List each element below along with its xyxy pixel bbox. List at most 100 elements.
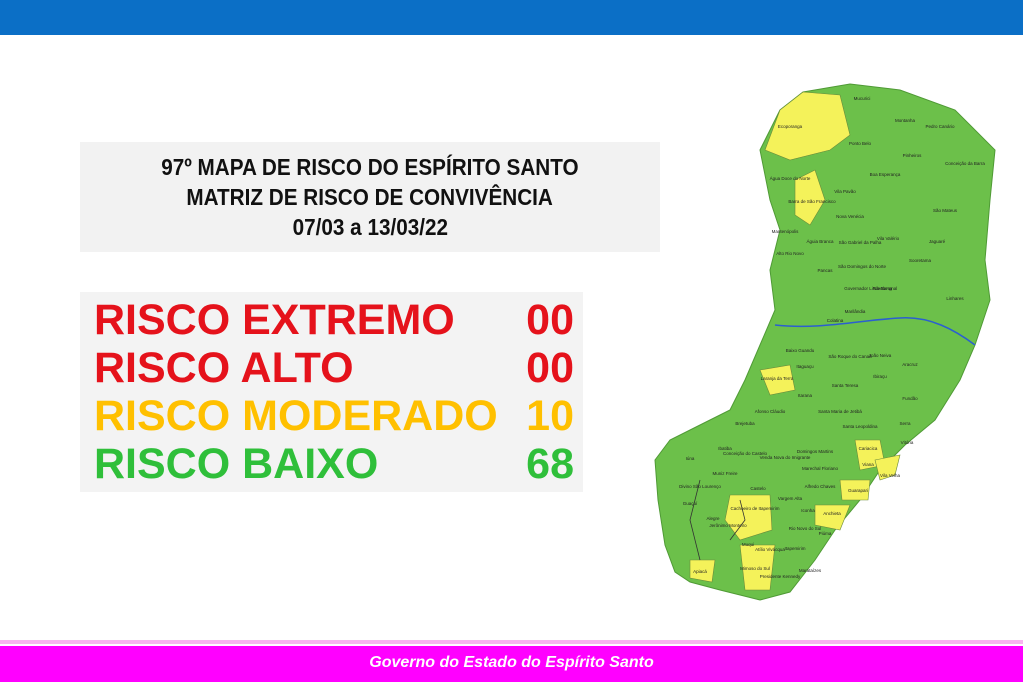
municipality-label: Guarapari: [848, 488, 868, 493]
municipality-label: São Mateus: [933, 208, 958, 213]
footer-line: [0, 640, 1023, 644]
municipality-label: Guaçuí: [683, 501, 698, 506]
municipality-label: João Neiva: [869, 353, 892, 358]
municipality-label: Iúna: [686, 456, 695, 461]
municipality-label: Linhares: [946, 296, 964, 301]
municipality-label: Jerônimo Monteiro: [709, 523, 747, 528]
municipality-label: Águia Branca: [806, 238, 834, 244]
municipality-label: Jaguaré: [929, 239, 946, 244]
municipality-label: Santa Leopoldina: [842, 424, 878, 429]
district-border: [689, 479, 746, 561]
municipality-label: Vitória: [901, 440, 914, 445]
municipality-label: Colatina: [827, 318, 844, 323]
municipality-label: Presidente Kennedy: [760, 574, 801, 579]
municipality-label: Mucurici: [854, 96, 871, 101]
municipality-label: Alto Rio Novo: [776, 251, 804, 256]
municipality-label: Santa Teresa: [832, 383, 859, 388]
title-line: MATRIZ DE RISCO DE CONVIVÊNCIA: [186, 184, 554, 210]
municipality-label: Fundão: [902, 396, 918, 401]
municipality-label: Cariacica: [859, 446, 878, 451]
risk-box: RISCO EXTREMO 00 RISCO ALTO 00 RISCO MODERAD…: [80, 292, 583, 492]
risk-count: 68: [526, 440, 574, 488]
state-shape: [654, 83, 996, 601]
footer-bar: [0, 646, 1023, 682]
municipality-label: Rio Bananal: [873, 286, 898, 291]
municipality-label: Cachoeiro de Itapemirim: [730, 506, 779, 511]
municipality-label: Piúma: [819, 531, 832, 536]
municipality-label: Aracruz: [902, 362, 918, 367]
municipality-label: Baixo Guandu: [786, 348, 815, 353]
municipality-label: Marechal Floriano: [802, 466, 839, 471]
river: [774, 317, 976, 346]
municipality-label: Ibiraçu: [873, 374, 887, 379]
municipality-label: Ponto Belo: [849, 141, 872, 146]
municipality-label: São Roque do Canaã: [828, 354, 872, 359]
municipality-label: Vila Pavão: [834, 189, 856, 194]
municipality-label: Itapemirim: [784, 546, 805, 551]
municipality-label: Castelo: [750, 486, 766, 491]
municipality-label: Muqui: [742, 542, 754, 547]
top-bar: [0, 0, 1023, 35]
municipality-label: Pinheiros: [903, 153, 923, 158]
risk-label: RISCO ALTO: [94, 344, 354, 392]
municipality-label: Conceição do Castelo: [723, 451, 768, 456]
title-line: 97º MAPA DE RISCO DO ESPÍRITO SANTO: [161, 154, 579, 180]
municipality-label: Pancas: [817, 268, 833, 273]
municipality-label: Venda Nova do Imigrante: [760, 455, 811, 460]
municipality-label: Governador Lindenberg: [844, 286, 892, 291]
municipality-label: São Domingos do Norte: [838, 264, 887, 269]
moderate-areas: [689, 91, 901, 591]
municipality-label: Mantenópolis: [772, 229, 800, 234]
risk-row: RISCO EXTREMO 00: [94, 296, 574, 346]
municipality-label: Rio Novo do Sul: [789, 526, 822, 531]
risk-label: RISCO BAIXO: [94, 440, 379, 488]
municipality-label: Sooretama: [909, 258, 932, 263]
municipality-label: Serra: [899, 421, 911, 426]
risk-count: 00: [526, 344, 574, 392]
risk-label: RISCO MODERADO: [94, 392, 498, 440]
municipality-label: Apiacá: [693, 569, 707, 574]
municipality-label: Atílio Vivácqua: [755, 547, 785, 552]
municipality-label: Brejetuba: [735, 421, 755, 426]
municipality-label: Pedro Canário: [925, 124, 955, 129]
municipality-label: Ibatiba: [718, 446, 732, 451]
municipality-label: Domingos Martins: [797, 449, 834, 454]
risk-row: RISCO ALTO 00: [94, 344, 574, 394]
title-box: 97º MAPA DE RISCO DO ESPÍRITO SANTO MATR…: [80, 142, 660, 252]
municipality-label: Viana: [862, 462, 874, 467]
municipality-label: Montanha: [895, 118, 916, 123]
municipality-label: Mimoso do Sul: [740, 566, 770, 571]
municipality-label: Água Doce do Norte: [770, 175, 811, 181]
municipality-label: Afonso Cláudio: [755, 409, 786, 414]
municipality-label: Alegre: [706, 516, 720, 521]
municipality-label: Vila Valério: [877, 236, 900, 241]
municipality-label: Itaguaçu: [796, 364, 814, 369]
municipality-label: Iconha: [801, 508, 815, 513]
municipality-label: São Gabriel da Palha: [839, 240, 882, 245]
municipality-label: Laranja da Terra: [761, 376, 794, 381]
footer-text: Governo do Estado do Espírito Santo: [369, 654, 654, 671]
municipality-label: Nova Venécia: [836, 214, 864, 219]
risk-row: RISCO MODERADO 10: [94, 392, 574, 442]
municipality-label: Divino São Lourenço: [679, 484, 721, 489]
municipality-label: Santa Maria de Jetibá: [818, 409, 862, 414]
municipality-label: Itarana: [798, 393, 813, 398]
risk-count: 10: [526, 392, 574, 440]
municipality-label: Marataízes: [799, 568, 822, 573]
municipality-label: Alfredo Chaves: [805, 484, 837, 489]
title-line: 07/03 a 13/03/22: [292, 214, 448, 240]
municipality-label: Boa Esperança: [870, 172, 901, 177]
risk-label: RISCO EXTREMO: [94, 296, 455, 344]
municipality-label: Barra de São Francisco: [788, 199, 836, 204]
municipality-label: Ecoporanga: [778, 124, 803, 129]
municipality-label: Conceição da Barra: [945, 161, 985, 166]
municipality-label: Vargem Alta: [778, 496, 803, 501]
risk-row: RISCO BAIXO 68: [94, 440, 574, 490]
municipality-label: Muniz Freire: [712, 471, 738, 476]
risk-count: 00: [526, 296, 574, 344]
municipality-label: Marilândia: [845, 309, 866, 314]
municipality-label: Vila Velha: [880, 473, 900, 478]
municipality-label: Anchieta: [823, 511, 841, 516]
